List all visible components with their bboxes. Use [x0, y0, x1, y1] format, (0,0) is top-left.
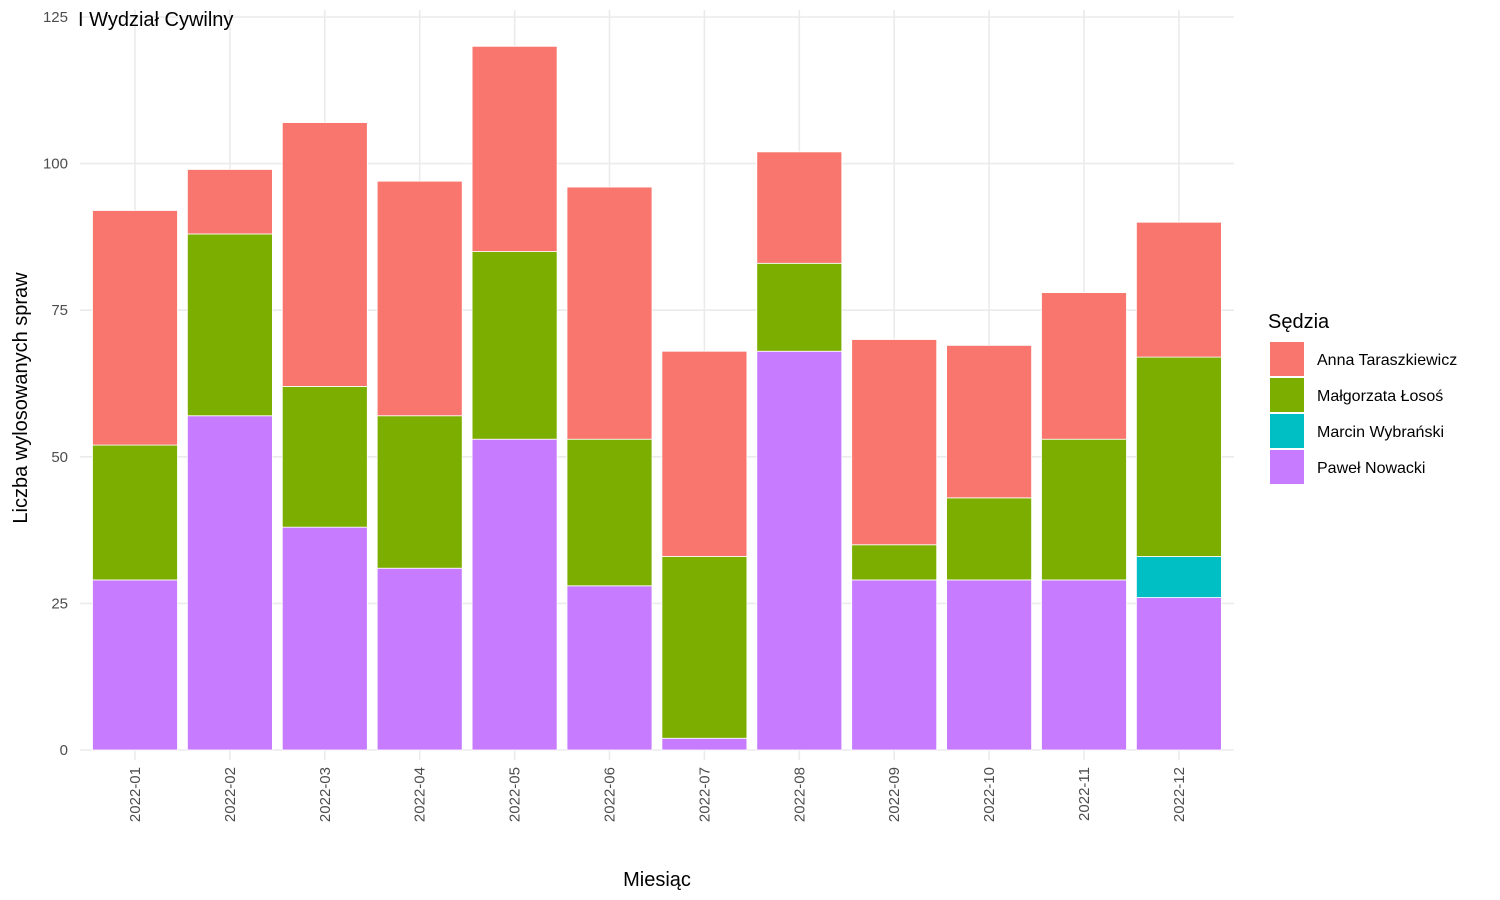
bar-segment — [471, 438, 558, 751]
y-tick-label: 125 — [43, 9, 68, 26]
y-tick-label: 50 — [51, 449, 68, 466]
x-axis-ticks: 2022-01 2022-02 2022-03 2022-04 2022-05 2022-… — [127, 767, 1188, 822]
bar-segment — [1136, 556, 1222, 598]
x-tick-label: 2022-05 — [507, 767, 524, 822]
bar-stack — [756, 151, 843, 751]
bar-segment — [471, 45, 558, 252]
bar-stack — [946, 344, 1032, 751]
x-tick-label: 2022-02 — [222, 767, 239, 822]
bar-segment — [92, 444, 178, 581]
bar-segment — [186, 233, 273, 417]
legend-label: Marcin Wybrański — [1317, 424, 1444, 441]
bar-segment — [851, 339, 938, 546]
bar-segment — [1041, 579, 1127, 751]
legend-items: Anna Taraszkiewicz Małgorzata Łosoś Marcin… — [1270, 342, 1457, 484]
legend-item: Małgorzata Łosoś — [1270, 378, 1443, 412]
legend-swatch — [1270, 450, 1304, 484]
legend-label: Anna Taraszkiewicz — [1317, 352, 1457, 369]
bar-stack — [92, 210, 178, 751]
x-axis-title: Miesiąc — [623, 869, 691, 891]
bar-segment — [92, 210, 178, 446]
legend-label: Małgorzata Łosoś — [1317, 388, 1443, 405]
x-tick-label: 2022-07 — [696, 767, 713, 822]
bar-segment — [756, 151, 843, 264]
x-tick-label: 2022-11 — [1076, 767, 1093, 821]
x-tick-label: 2022-06 — [602, 767, 619, 822]
x-tick-label: 2022-12 — [1171, 767, 1188, 822]
bars-layer — [92, 45, 1222, 751]
x-tick-label: 2022-01 — [127, 767, 144, 822]
x-tick-label: 2022-04 — [412, 767, 429, 822]
bar-stack — [186, 169, 273, 751]
x-tick-label: 2022-08 — [791, 767, 808, 822]
legend-item: Anna Taraszkiewicz — [1270, 342, 1457, 376]
bar-segment — [946, 344, 1032, 499]
bar-segment — [1041, 438, 1127, 581]
bar-segment — [756, 262, 843, 352]
bar-segment — [661, 350, 748, 557]
y-axis-title: Liczba wylosowanych spraw — [10, 272, 32, 524]
y-axis-ticks: 0 25 50 75 100 125 — [43, 9, 68, 759]
bar-stack — [281, 122, 368, 751]
legend-item: Paweł Nowacki — [1270, 450, 1425, 484]
bar-stack — [1041, 292, 1127, 751]
bar-segment — [756, 350, 843, 751]
bar-segment — [946, 579, 1032, 751]
bar-segment — [186, 169, 273, 235]
bar-segment — [566, 438, 653, 587]
bar-segment — [946, 497, 1032, 581]
legend-item: Marcin Wybrański — [1270, 414, 1444, 448]
y-tick-label: 0 — [60, 742, 68, 759]
bar-segment — [851, 579, 938, 751]
bar-segment — [566, 186, 653, 440]
bar-stack — [661, 350, 748, 751]
legend-swatch — [1270, 414, 1304, 448]
bar-segment — [281, 526, 368, 751]
bar-stack — [566, 186, 653, 751]
bar-segment — [1136, 356, 1222, 557]
bar-segment — [1136, 597, 1222, 751]
legend-title: Sędzia — [1268, 311, 1330, 333]
bar-segment — [376, 567, 463, 751]
legend: Sędzia Anna Taraszkiewicz Małgorzata Łoso… — [1268, 311, 1457, 484]
bar-segment — [281, 122, 368, 387]
bar-segment — [376, 180, 463, 417]
y-tick-label: 75 — [51, 302, 68, 319]
bar-segment — [471, 251, 558, 440]
bar-segment — [376, 415, 463, 569]
bar-stack — [851, 339, 938, 751]
bar-segment — [661, 737, 748, 751]
bar-segment — [281, 386, 368, 528]
bar-segment — [186, 415, 273, 751]
x-tick-label: 2022-03 — [317, 767, 334, 822]
bar-segment — [661, 556, 748, 739]
bar-stack — [471, 45, 558, 751]
bar-segment — [1136, 221, 1222, 358]
bar-stack — [1136, 221, 1222, 751]
bar-segment — [1041, 292, 1127, 440]
bar-segment — [566, 585, 653, 751]
legend-swatch — [1270, 378, 1304, 412]
x-tick-label: 2022-10 — [981, 767, 998, 822]
x-tick-label: 2022-09 — [886, 767, 903, 822]
legend-label: Paweł Nowacki — [1317, 460, 1425, 477]
chart-title: I Wydział Cywilny — [78, 9, 233, 31]
y-tick-label: 100 — [43, 156, 68, 173]
bar-stack — [376, 180, 463, 751]
bar-segment — [92, 579, 178, 751]
bar-segment — [851, 544, 938, 581]
y-tick-label: 25 — [51, 595, 68, 612]
legend-swatch — [1270, 342, 1304, 376]
